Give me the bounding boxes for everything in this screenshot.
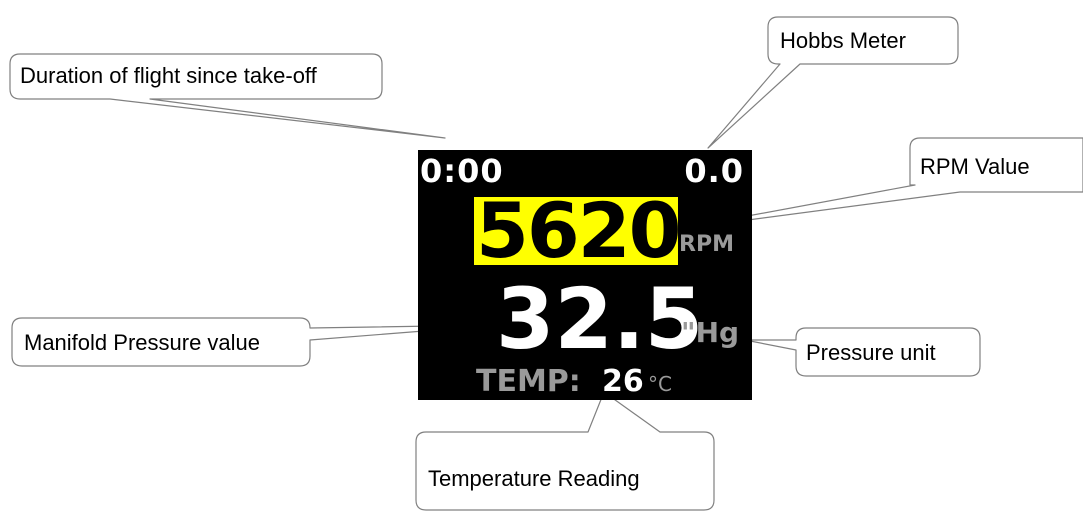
pressure-unit-label: "Hg bbox=[681, 316, 740, 349]
callout-bubble-manifold bbox=[11, 317, 501, 367]
temperature-value-readout: 26 bbox=[602, 364, 644, 399]
callout-label-temperature: Temperature Reading bbox=[428, 466, 640, 491]
callout-bubble-rpm bbox=[671, 137, 1083, 231]
rpm-highlight-box bbox=[474, 197, 678, 265]
flight-time-readout: 0:00 bbox=[420, 152, 504, 190]
callout-bubble-duration bbox=[9, 53, 446, 139]
callout-bubble-pressure-unit bbox=[744, 327, 981, 377]
callout-label-rpm: RPM Value bbox=[920, 154, 1030, 179]
rpm-unit-label: RPM bbox=[679, 232, 734, 257]
callout-label-duration: Duration of flight since take-off bbox=[20, 63, 317, 88]
callout-bubble-hobbs bbox=[707, 16, 959, 149]
callout-label-manifold: Manifold Pressure value bbox=[24, 330, 261, 355]
manifold-pressure-readout: 32.5 bbox=[496, 270, 704, 368]
callout-label-hobbs: Hobbs Meter bbox=[780, 28, 906, 53]
rpm-value-readout: 5620 bbox=[476, 186, 682, 275]
callout-label-pressure-unit: Pressure unit bbox=[806, 340, 936, 365]
engine-monitor-display: 0:00 0.0 5620 RPM 32.5 "Hg TEMP: 26 °C bbox=[418, 150, 752, 400]
callout-bubble-temperature bbox=[415, 391, 715, 511]
temperature-unit-label: °C bbox=[648, 372, 672, 396]
hobbs-meter-readout: 0.0 bbox=[684, 152, 744, 190]
temperature-label: TEMP: bbox=[476, 364, 581, 399]
